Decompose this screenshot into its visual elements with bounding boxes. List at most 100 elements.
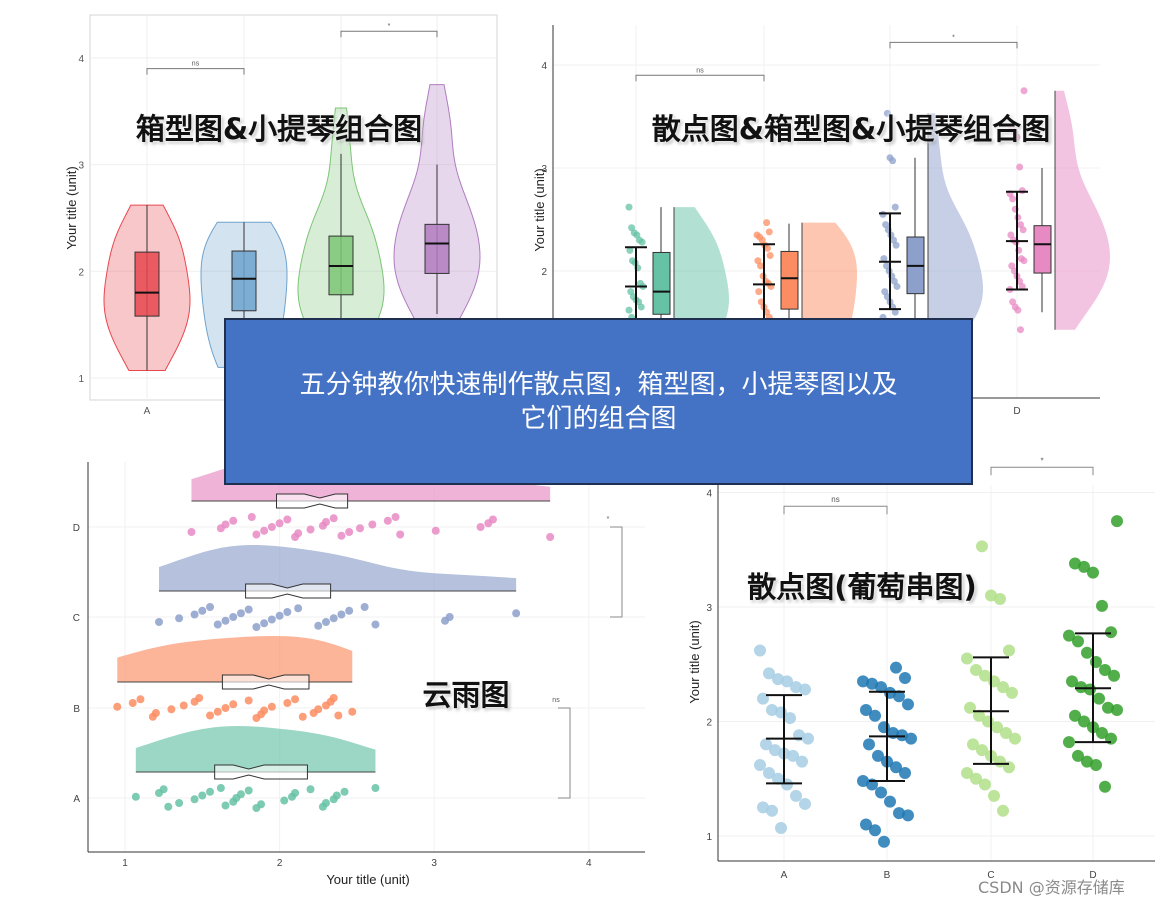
chart4-point-A bbox=[760, 738, 772, 751]
chart2-point-C bbox=[883, 109, 891, 117]
chart3-point-C bbox=[175, 614, 184, 623]
chart3-point-C bbox=[236, 609, 245, 618]
chart2-point-B bbox=[757, 262, 764, 270]
chart4-point-A bbox=[766, 704, 778, 717]
chart4-point-D bbox=[1090, 759, 1102, 772]
chart3-point-C bbox=[371, 620, 380, 629]
chart3-point-C bbox=[441, 616, 450, 625]
chart2-half-violin-D bbox=[1055, 90, 1110, 330]
chart2-point-C bbox=[883, 262, 890, 270]
chart3-point-D bbox=[329, 514, 338, 523]
chart4-point-D bbox=[1087, 566, 1099, 579]
chart3-x-tick-label: 2 bbox=[277, 858, 283, 869]
chart4-point-B bbox=[902, 809, 914, 822]
chart4-point-C bbox=[970, 663, 982, 676]
chart3-significance-label: ns bbox=[552, 697, 560, 704]
chart2-box-A bbox=[652, 251, 671, 315]
chart2-point-D bbox=[1016, 163, 1024, 171]
chart3-point-C bbox=[294, 604, 303, 613]
chart3-cloud-B bbox=[117, 636, 353, 682]
chart3-point-D bbox=[252, 530, 261, 539]
chart3-point-B bbox=[229, 700, 238, 709]
chart4-point-D bbox=[1111, 704, 1123, 717]
chart2-y-tick-label: 3 bbox=[541, 164, 547, 175]
chart4-error-bar-A bbox=[766, 694, 802, 785]
chart4-significance-bracket bbox=[990, 466, 1094, 476]
chart4-point-C bbox=[997, 804, 1009, 817]
chart3-point-B bbox=[221, 704, 230, 712]
chart4-significance-bracket bbox=[783, 505, 888, 515]
chart2-point-C bbox=[893, 282, 901, 290]
chart4-point-C bbox=[994, 592, 1006, 605]
chart3-x-axis-label: Your title (unit) bbox=[326, 872, 409, 887]
chart3-point-C bbox=[198, 606, 207, 615]
chart3-point-D bbox=[368, 520, 377, 529]
chart3-point-D bbox=[260, 526, 269, 535]
chart4-point-B bbox=[890, 761, 902, 774]
chart4-point-A bbox=[772, 772, 784, 785]
chart3-point-D bbox=[229, 516, 238, 525]
chart2-point-A bbox=[625, 306, 633, 314]
banner-line-2: 它们的组合图 bbox=[520, 403, 677, 434]
chart2-point-B bbox=[763, 219, 771, 227]
chart4-point-B bbox=[869, 824, 881, 837]
chart1-x-tick-label: A bbox=[144, 406, 151, 417]
chart3-point-B bbox=[309, 709, 318, 717]
chart3-point-B bbox=[283, 699, 292, 707]
chart4-point-A bbox=[763, 767, 775, 780]
chart4-point-A bbox=[772, 673, 784, 686]
chart4-point-D bbox=[1072, 635, 1084, 648]
chart4-point-A bbox=[763, 667, 775, 680]
chart4-point-A bbox=[790, 681, 802, 694]
chart4-point-D bbox=[1078, 560, 1090, 573]
chart2-point-B bbox=[764, 244, 771, 252]
chart3-point-D bbox=[283, 515, 292, 524]
chart4-point-A bbox=[781, 778, 793, 791]
chart2-point-D bbox=[1017, 221, 1024, 229]
chart3-point-D bbox=[355, 524, 364, 533]
chart4-point-B bbox=[899, 671, 911, 684]
chart2-point-B bbox=[755, 288, 763, 296]
chart2-point-A bbox=[637, 303, 645, 311]
chart3-x-tick-label: 4 bbox=[586, 858, 592, 869]
chart3-point-C bbox=[512, 609, 521, 618]
chart4-point-B bbox=[857, 775, 869, 788]
chart2-point-C bbox=[890, 236, 897, 244]
chart3-point-C bbox=[155, 618, 164, 626]
chart4-point-B bbox=[890, 661, 902, 674]
chart3-point-D bbox=[391, 513, 400, 521]
chart3-point-B bbox=[206, 711, 215, 720]
chart4-point-B bbox=[872, 749, 884, 762]
chart2-point-D bbox=[1007, 231, 1015, 239]
chart2-point-A bbox=[627, 288, 635, 296]
chart3-point-D bbox=[267, 523, 276, 531]
chart4-point-A bbox=[790, 789, 802, 802]
chart3-point-A bbox=[131, 792, 140, 801]
chart2-point-A bbox=[628, 224, 636, 232]
chart4-point-D bbox=[1078, 715, 1090, 728]
chart4-y-tick-label: 4 bbox=[706, 489, 712, 500]
chart4-point-B bbox=[875, 786, 887, 799]
chart1-overlay-title: 箱型图&小提琴组合图 bbox=[135, 112, 423, 146]
chart1-y-tick-label: 2 bbox=[78, 267, 84, 278]
chart3-point-B bbox=[179, 701, 188, 710]
chart4-point-D bbox=[1072, 749, 1084, 762]
chart2-point-A bbox=[638, 238, 646, 246]
chart3-point-A bbox=[318, 802, 327, 811]
chart3-point-C bbox=[360, 603, 369, 611]
chart2-error-bar-C bbox=[879, 212, 901, 311]
chart3-point-A bbox=[221, 801, 230, 810]
chart3-point-A bbox=[371, 784, 380, 792]
chart4-y-tick-label: 1 bbox=[706, 832, 712, 843]
chart2-point-C bbox=[892, 241, 900, 249]
chart4-y-tick-label: 3 bbox=[706, 603, 712, 614]
chart4-point-C bbox=[997, 681, 1009, 694]
chart2-significance-bracket bbox=[889, 41, 1018, 49]
chart3-point-D bbox=[345, 528, 354, 536]
chart3-significance-bracket bbox=[558, 707, 571, 799]
chart4-point-A bbox=[757, 801, 769, 814]
chart3-point-A bbox=[206, 787, 215, 796]
chart4-point-D bbox=[1102, 701, 1114, 714]
chart3-point-A bbox=[287, 792, 296, 801]
chart4-point-C bbox=[961, 767, 973, 780]
